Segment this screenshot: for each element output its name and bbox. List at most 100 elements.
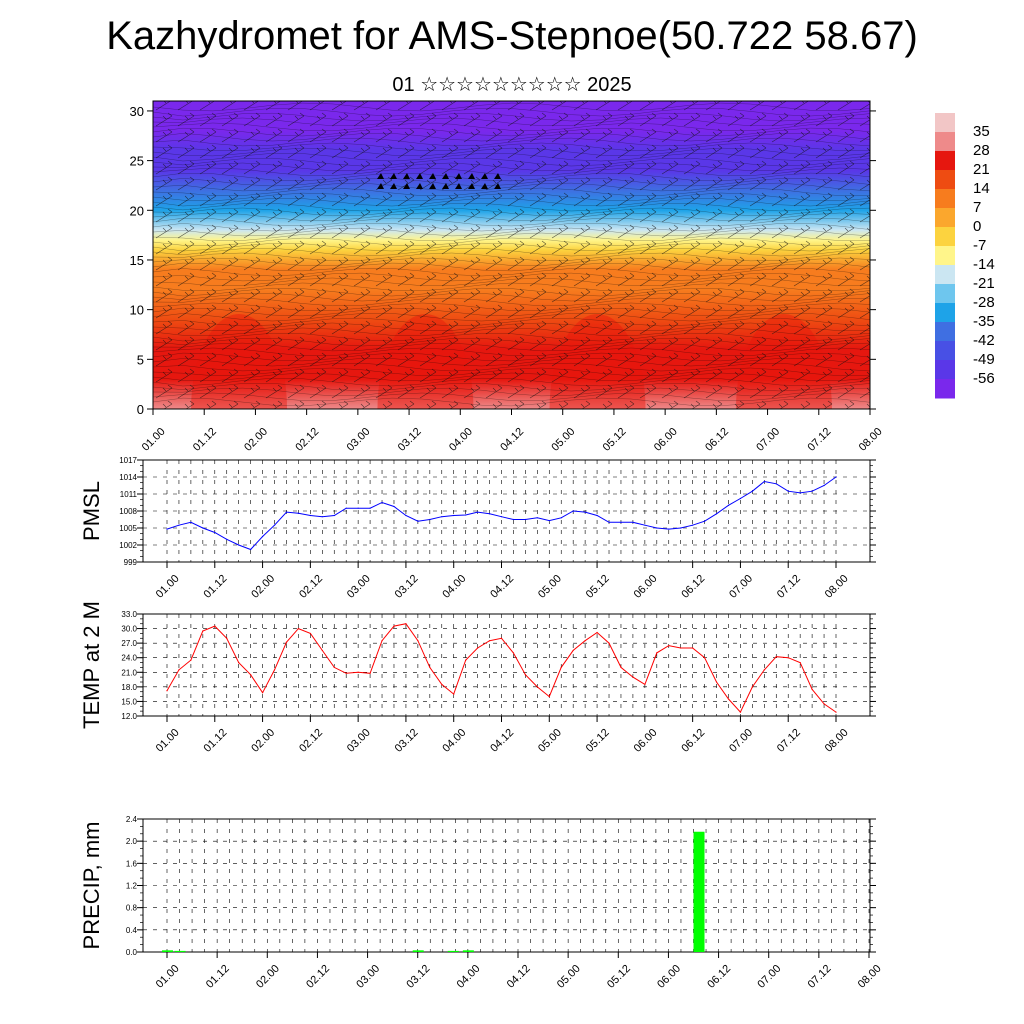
x-tick-label: 05.12 xyxy=(601,426,629,454)
strong-wind-barb xyxy=(442,183,449,189)
colorbar-label: -42 xyxy=(973,332,995,349)
y-tick-label: 1011 xyxy=(120,490,138,499)
y-tick-label: 15.0 xyxy=(121,697,137,706)
x-tick-label: 05.12 xyxy=(584,573,612,601)
data-point xyxy=(465,659,467,661)
y-tick-label: 30.0 xyxy=(121,625,137,634)
streamline xyxy=(153,297,870,307)
y-tick-label: 1005 xyxy=(119,524,137,533)
streamline xyxy=(153,178,870,187)
data-point xyxy=(703,657,706,659)
x-tick-label: 07.12 xyxy=(806,963,834,991)
data-point xyxy=(763,480,765,483)
streamline xyxy=(153,333,870,342)
colorbar-swatch xyxy=(935,265,955,285)
colorbar-label: -14 xyxy=(973,256,995,273)
streamline xyxy=(153,232,870,241)
data-point xyxy=(333,514,335,517)
colorbar-swatch xyxy=(935,170,955,190)
x-tick-label: 04.00 xyxy=(447,426,475,454)
data-point xyxy=(835,476,837,478)
strong-wind-barb xyxy=(494,173,501,179)
data-point xyxy=(333,666,335,669)
streamline xyxy=(153,358,870,367)
data-point xyxy=(345,507,347,509)
x-tick-label: 01.00 xyxy=(154,727,182,755)
streamline xyxy=(153,172,870,182)
data-point xyxy=(321,649,323,652)
strong-wind-barb xyxy=(416,183,423,189)
y-tick-label: 24.0 xyxy=(121,654,137,663)
data-point xyxy=(453,514,455,517)
data-point xyxy=(381,640,383,642)
data-point xyxy=(405,623,407,625)
data-point xyxy=(261,535,264,538)
streamline xyxy=(153,198,870,207)
streamline xyxy=(153,257,870,266)
data-point xyxy=(261,692,264,694)
data-point xyxy=(285,641,288,643)
data-point xyxy=(668,528,670,530)
data-point xyxy=(297,627,300,630)
streamline xyxy=(153,117,870,126)
data-point xyxy=(166,690,168,692)
strong-wind-barb xyxy=(390,173,397,179)
data-point xyxy=(668,644,670,647)
x-tick-label: 03.00 xyxy=(354,963,382,991)
data-point xyxy=(584,640,586,642)
data-point xyxy=(238,544,240,546)
data-point xyxy=(273,669,276,671)
x-tick-label: 04.12 xyxy=(488,573,516,601)
data-point xyxy=(429,666,431,669)
x-tick-label: 02.12 xyxy=(293,426,321,454)
data-point xyxy=(715,681,718,683)
streamline xyxy=(153,147,870,157)
precipitation-panel: 0.0 0.4 0.8 1.2 1.6 2.0 2.4 01.00 01.12 02.00 02.1… xyxy=(79,815,884,991)
streamline xyxy=(153,243,870,252)
precip-bar xyxy=(462,950,474,952)
x-tick-label: 03.12 xyxy=(396,426,424,454)
strong-wind-barb xyxy=(455,173,462,179)
x-tick-label: 08.00 xyxy=(823,727,851,755)
data-point xyxy=(285,511,288,513)
data-point xyxy=(560,517,562,519)
strong-wind-barb xyxy=(390,183,397,189)
streamline xyxy=(153,127,870,137)
data-point xyxy=(500,637,503,639)
data-point xyxy=(297,512,300,514)
colorbar-swatch xyxy=(935,227,955,247)
x-tick-label: 07.12 xyxy=(806,426,834,454)
data-point xyxy=(536,517,538,519)
data-point xyxy=(238,661,240,664)
data-point xyxy=(811,490,813,492)
streamline xyxy=(153,397,870,407)
data-point xyxy=(190,659,192,661)
data-point xyxy=(763,669,765,671)
streamline xyxy=(153,192,870,202)
streamline xyxy=(153,378,870,387)
x-tick-label: 02.12 xyxy=(297,573,325,601)
data-point xyxy=(309,632,311,635)
streamline xyxy=(153,277,870,286)
data-point xyxy=(190,521,192,523)
streamline xyxy=(153,223,870,232)
colorbar-label: 7 xyxy=(973,199,981,216)
data-point xyxy=(178,669,180,671)
data-point xyxy=(727,504,730,506)
streamline xyxy=(153,317,870,327)
x-tick-label: 04.00 xyxy=(440,727,468,755)
x-tick-label: 02.00 xyxy=(254,963,282,991)
colorbar-swatch xyxy=(935,284,955,304)
data-point xyxy=(273,524,276,526)
streamline xyxy=(153,313,870,322)
data-point xyxy=(429,518,431,521)
colorbar-label: 14 xyxy=(973,180,990,197)
streamline xyxy=(153,187,870,196)
streamline xyxy=(153,207,870,216)
data-point xyxy=(250,674,252,676)
x-tick-label: 01.00 xyxy=(140,426,168,454)
data-point xyxy=(703,520,706,522)
x-tick-label: 06.12 xyxy=(703,426,731,454)
y-tick-label: 15 xyxy=(130,253,144,268)
